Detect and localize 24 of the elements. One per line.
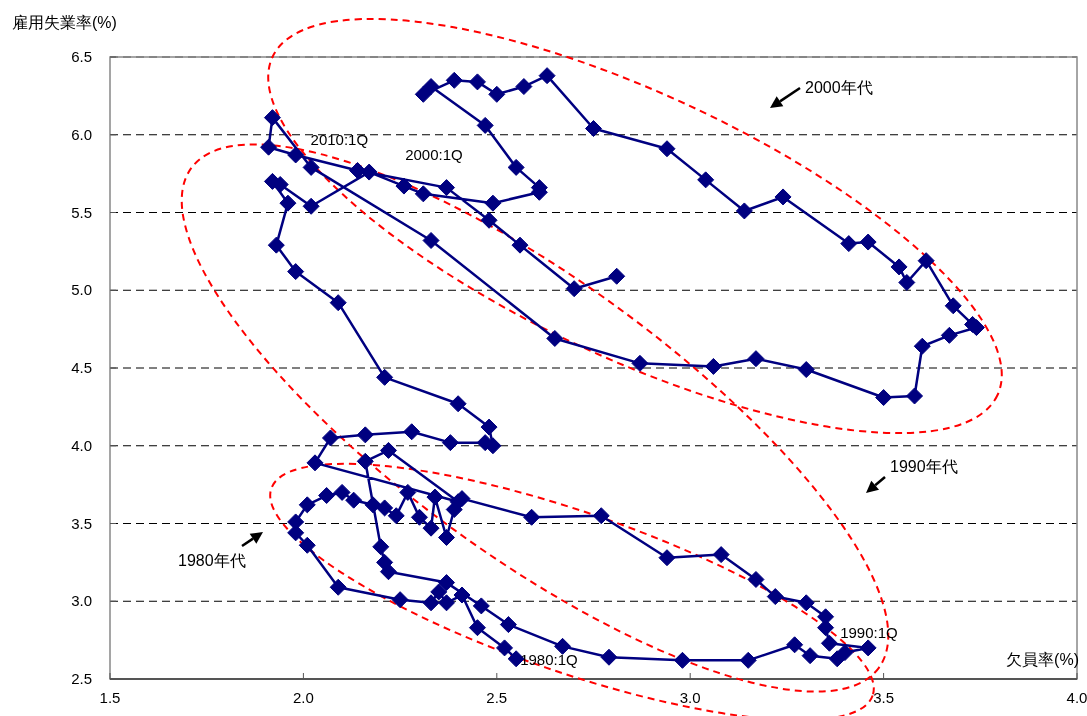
y-tick-label: 4.0 <box>71 436 92 454</box>
annotation: 1980年代 <box>178 552 246 569</box>
annotation: 1990年代 <box>890 458 958 475</box>
annotation: 2000:1Q <box>405 146 463 164</box>
x-tick-label: 2.5 <box>486 689 508 706</box>
x-tick-label: 4.0 <box>1066 689 1087 706</box>
annotation: 2010:1Q <box>310 131 369 149</box>
y-tick-label: 3.5 <box>71 514 92 532</box>
x-axis-title: 欠員率(%) <box>1006 651 1079 668</box>
y-tick-label: 6.5 <box>71 48 92 65</box>
y-tick-label: 3.0 <box>71 592 92 610</box>
annotation: 2000年代 <box>805 79 873 96</box>
y-tick-label: 5.5 <box>71 203 92 221</box>
x-tick-label: 3.0 <box>679 689 701 706</box>
annotation: 1990:1Q <box>840 623 898 641</box>
x-tick-label: 2.0 <box>292 689 314 706</box>
x-tick-label: 3.5 <box>873 689 895 706</box>
y-tick-label: 5.0 <box>71 281 92 299</box>
y-tick-label: 2.5 <box>71 670 92 687</box>
annotation: 1980:1Q <box>520 650 578 668</box>
y-tick-label: 6.0 <box>71 125 92 143</box>
x-tick-label: 1.5 <box>99 689 121 706</box>
y-tick-label: 4.5 <box>71 359 92 376</box>
y-axis-title: 雇用失業率(%) <box>12 14 117 31</box>
